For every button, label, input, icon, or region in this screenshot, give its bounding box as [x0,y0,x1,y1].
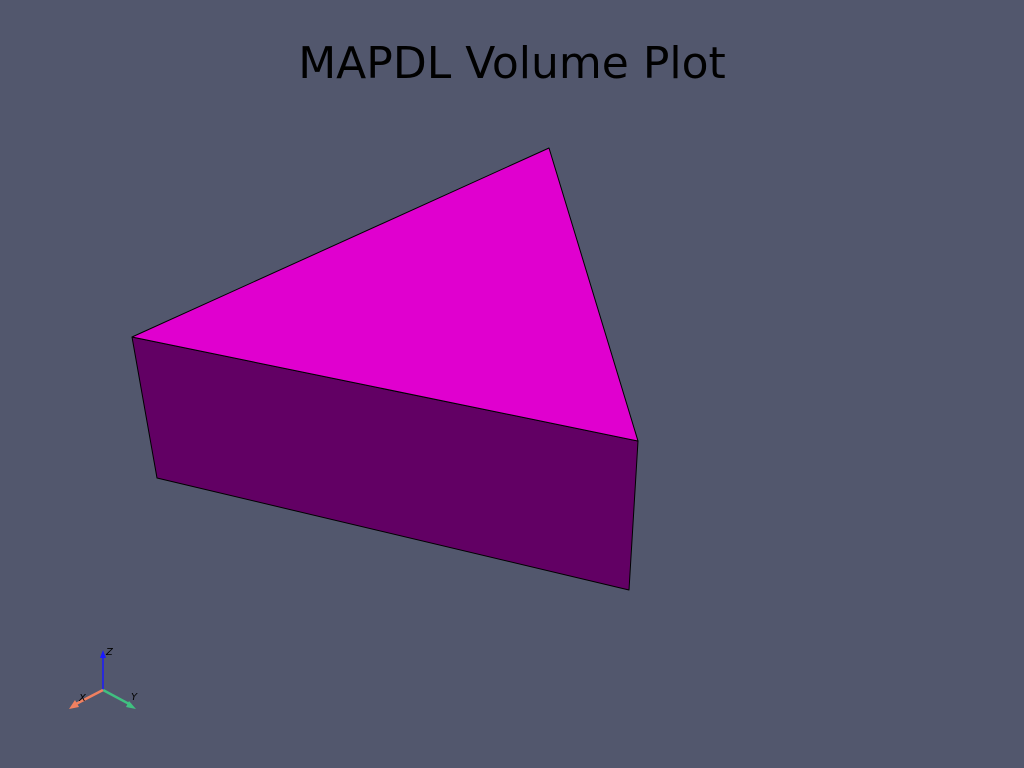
z-axis-label: Z [105,647,114,658]
y-axis: Y [102,688,138,709]
y-axis-label: Y [131,692,138,703]
plot-title: MAPDL Volume Plot [298,38,726,89]
axes-orientation-triad: Z Y X [69,647,138,709]
x-axis-label: X [78,693,87,704]
x-axis: X [69,688,104,709]
volume-top-face [131,147,639,442]
z-axis: Z [100,647,114,690]
